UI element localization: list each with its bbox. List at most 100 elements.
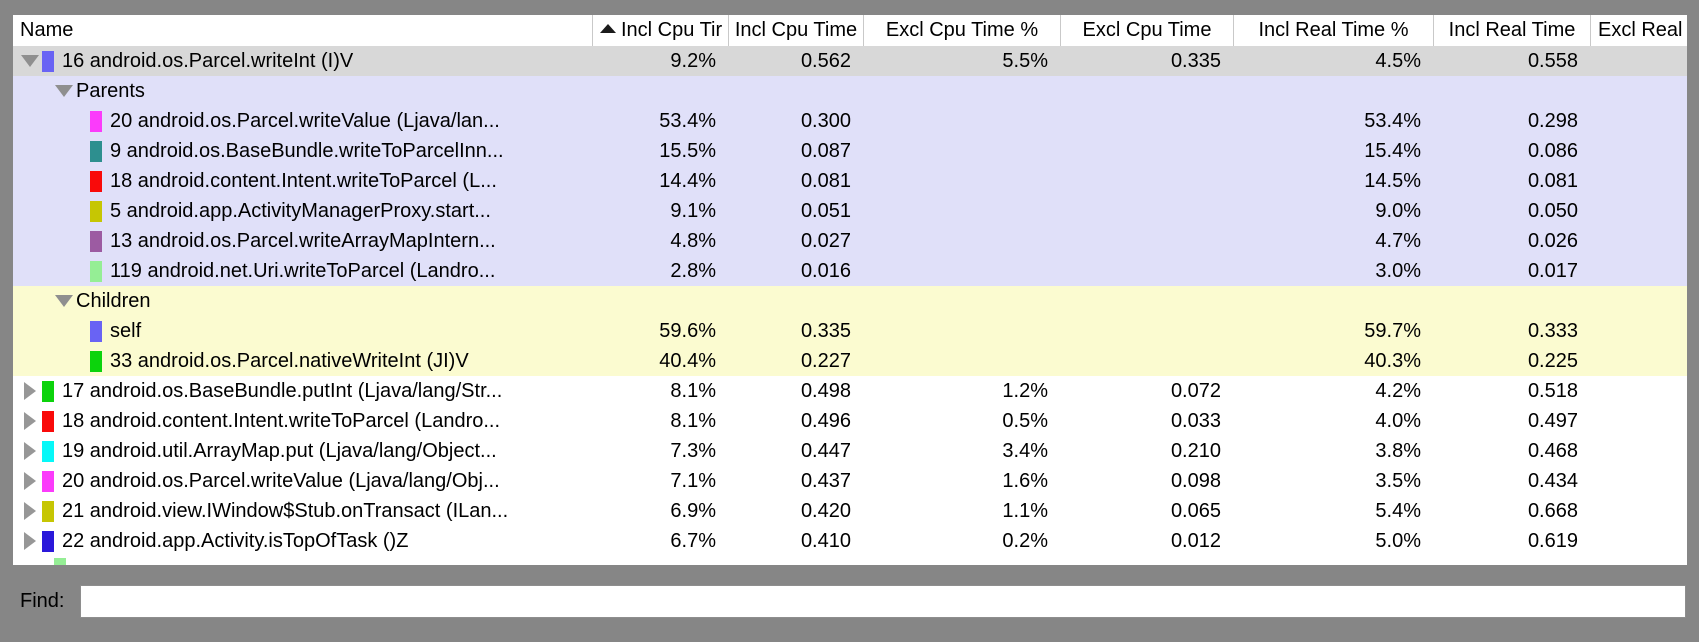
cell-incl-real-pct: 9.0% <box>1375 199 1421 222</box>
column-header-excl-cpu[interactable]: Excl Cpu Time <box>1060 15 1233 46</box>
cell-incl-real-pct: 3.0% <box>1375 259 1421 282</box>
cell-incl-cpu: 0.410 <box>800 529 851 552</box>
tree-row[interactable]: 19 android.util.ArrayMap.put (Ljava/lang… <box>13 436 1687 466</box>
column-header-excl-real[interactable]: Excl Real <box>1590 15 1687 46</box>
cell-incl-real: 0.518 <box>1527 379 1578 402</box>
cell-incl-cpu: 0.420 <box>800 499 851 522</box>
tree-row[interactable]: 33 android.os.Parcel.nativeWriteInt (JI)… <box>13 346 1687 376</box>
cell-excl-cpu: 0.012 <box>1170 529 1221 552</box>
collapse-triangle-icon[interactable] <box>21 55 39 67</box>
tree-row[interactable]: Children <box>13 286 1687 316</box>
cell-incl-cpu-pct: 40.4% <box>659 349 716 372</box>
cell-incl-real-pct: 5.4% <box>1375 499 1421 522</box>
expand-triangle-icon[interactable] <box>24 382 36 400</box>
method-color-swatch <box>90 320 102 342</box>
tree-row[interactable]: self 59.6% 0.335 59.7% 0.333 <box>13 316 1687 346</box>
expand-triangle-icon[interactable] <box>24 442 36 460</box>
tree-row[interactable]: 18 android.content.Intent.writeToParcel … <box>13 406 1687 436</box>
column-header-label: Incl Cpu Time <box>734 19 858 41</box>
name-cell: self <box>13 316 592 346</box>
cell-incl-real: 0.026 <box>1527 229 1578 252</box>
method-color-swatch <box>90 200 102 222</box>
name-cell: 20 android.os.Parcel.writeValue (Ljava/l… <box>13 106 592 136</box>
cell-incl-real: 0.468 <box>1527 439 1578 462</box>
cell-excl-cpu-pct: 1.2% <box>1002 379 1048 402</box>
cell-incl-real-pct: 4.2% <box>1375 379 1421 402</box>
cell-incl-cpu-pct: 2.8% <box>670 259 716 282</box>
name-cell: 19 android.util.ArrayMap.put (Ljava/lang… <box>13 436 592 466</box>
sort-ascending-icon <box>600 24 616 34</box>
expand-triangle-icon[interactable] <box>24 472 36 490</box>
column-header-incl-cpu[interactable]: Incl Cpu Time <box>728 15 863 46</box>
tree-row[interactable]: 22 android.app.Activity.isTopOfTask ()Z 6… <box>13 526 1687 556</box>
cell-incl-cpu: 0.087 <box>800 139 851 162</box>
column-header-label: Excl Cpu Time <box>1082 19 1212 41</box>
cell-excl-cpu-pct: 1.6% <box>1002 469 1048 492</box>
tree-row[interactable]: 21 android.view.IWindow$Stub.onTransact … <box>13 496 1687 526</box>
cell-incl-cpu: 0.498 <box>800 379 851 402</box>
tree-row[interactable]: 18 android.content.Intent.writeToParcel … <box>13 166 1687 196</box>
cell-incl-cpu: 0.447 <box>800 439 851 462</box>
column-header-incl-real-pct[interactable]: Incl Real Time % <box>1233 15 1433 46</box>
column-header-incl-cpu-pct[interactable]: Incl Cpu Tir <box>592 15 728 46</box>
table-body: 16 android.os.Parcel.writeInt (I)V 9.2% 0.… <box>13 46 1687 565</box>
cell-excl-cpu: 0.072 <box>1170 379 1221 402</box>
cell-excl-cpu-pct: 1.1% <box>1002 499 1048 522</box>
tree-row[interactable]: 13 android.os.Parcel.writeArrayMapIntern… <box>13 226 1687 256</box>
method-name-label: 5 android.app.ActivityManagerProxy.start… <box>110 199 491 222</box>
cell-incl-cpu: 0.562 <box>800 49 851 72</box>
cell-incl-cpu: 0.437 <box>800 469 851 492</box>
partially-visible-row <box>13 556 1687 565</box>
find-input[interactable] <box>80 585 1686 618</box>
cell-incl-cpu-pct: 6.9% <box>670 499 716 522</box>
method-color-swatch <box>90 230 102 252</box>
method-name-label: 119 android.net.Uri.writeToParcel (Landr… <box>110 259 496 282</box>
cell-incl-real-pct: 53.4% <box>1364 109 1421 132</box>
method-name-label: 9 android.os.BaseBundle.writeToParcelInn… <box>110 139 504 162</box>
cell-incl-real: 0.081 <box>1527 169 1578 192</box>
column-header-incl-real[interactable]: Incl Real Time <box>1433 15 1590 46</box>
column-header-label: Incl Real Time % <box>1258 19 1409 41</box>
method-color-swatch <box>42 380 54 402</box>
name-cell: Parents <box>13 76 592 106</box>
collapse-triangle-icon[interactable] <box>55 85 73 97</box>
method-color-swatch <box>42 500 54 522</box>
name-cell: 22 android.app.Activity.isTopOfTask ()Z <box>13 526 592 556</box>
method-color-swatch <box>42 410 54 432</box>
name-cell: 16 android.os.Parcel.writeInt (I)V <box>13 46 592 76</box>
tree-row[interactable]: 5 android.app.ActivityManagerProxy.start… <box>13 196 1687 226</box>
collapse-triangle-icon[interactable] <box>55 295 73 307</box>
cell-incl-real: 0.558 <box>1527 49 1578 72</box>
cell-incl-real: 0.017 <box>1527 259 1578 282</box>
expand-triangle-icon[interactable] <box>24 502 36 520</box>
column-header-label: Name <box>20 19 74 41</box>
tree-row[interactable]: 20 android.os.Parcel.writeValue (Ljava/l… <box>13 466 1687 496</box>
method-name-label: 19 android.util.ArrayMap.put (Ljava/lang… <box>62 439 497 462</box>
name-cell: 18 android.content.Intent.writeToParcel … <box>13 166 592 196</box>
cell-incl-real-pct: 3.8% <box>1375 439 1421 462</box>
tree-row[interactable]: Parents <box>13 76 1687 106</box>
tree-row[interactable]: 9 android.os.BaseBundle.writeToParcelInn… <box>13 136 1687 166</box>
expand-triangle-icon[interactable] <box>24 412 36 430</box>
tree-row[interactable]: 119 android.net.Uri.writeToParcel (Landr… <box>13 256 1687 286</box>
column-header-excl-cpu-pct[interactable]: Excl Cpu Time % <box>863 15 1060 46</box>
cell-incl-cpu-pct: 6.7% <box>670 529 716 552</box>
method-name-label: 18 android.content.Intent.writeToParcel … <box>110 169 497 192</box>
tree-row[interactable]: 16 android.os.Parcel.writeInt (I)V 9.2% 0.… <box>13 46 1687 76</box>
cell-incl-cpu-pct: 7.3% <box>670 439 716 462</box>
column-header-name[interactable]: Name <box>13 15 592 46</box>
name-cell: 9 android.os.BaseBundle.writeToParcelInn… <box>13 136 592 166</box>
column-header-label: Excl Real <box>1598 19 1683 41</box>
method-color-swatch <box>90 170 102 192</box>
cell-incl-real-pct: 14.5% <box>1364 169 1421 192</box>
cell-incl-cpu: 0.300 <box>800 109 851 132</box>
expand-triangle-icon[interactable] <box>24 532 36 550</box>
cell-incl-cpu-pct: 53.4% <box>659 109 716 132</box>
cell-incl-real-pct: 4.7% <box>1375 229 1421 252</box>
method-name-label: 18 android.content.Intent.writeToParcel … <box>62 409 501 432</box>
cell-incl-cpu-pct: 7.1% <box>670 469 716 492</box>
tree-row[interactable]: 17 android.os.BaseBundle.putInt (Ljava/l… <box>13 376 1687 406</box>
tree-row[interactable]: 20 android.os.Parcel.writeValue (Ljava/l… <box>13 106 1687 136</box>
cell-excl-cpu: 0.065 <box>1170 499 1221 522</box>
method-name-label: 16 android.os.Parcel.writeInt (I)V <box>62 49 354 72</box>
